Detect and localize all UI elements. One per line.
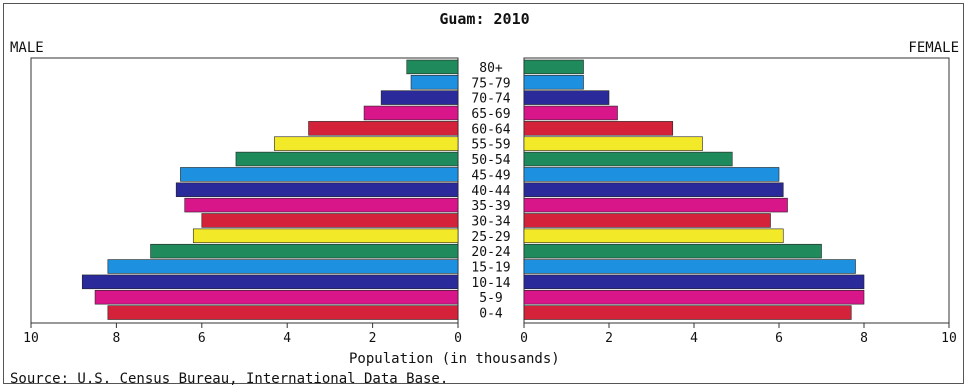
age-label-5-9: 5-9	[479, 291, 502, 306]
male-bar-15-19	[107, 259, 459, 274]
female-bar-50-54	[523, 151, 733, 167]
chart-title: Guam: 2010	[439, 10, 530, 28]
female-tick-label-6: 6	[775, 331, 783, 346]
male-bar-45-49	[180, 167, 459, 182]
x-axis-label: Population (in thousands)	[349, 351, 560, 367]
female-bar-5-9	[523, 289, 865, 305]
female-bar-45-49	[523, 167, 780, 182]
female-bar-80+	[523, 59, 584, 75]
age-label-80+: 80+	[479, 61, 503, 76]
age-label-25-29: 25-29	[471, 230, 510, 245]
female-bar-10-14	[523, 274, 865, 290]
female-bar-65-69	[523, 105, 618, 121]
age-label-65-69: 65-69	[471, 107, 510, 122]
female-bar-30-34	[523, 213, 771, 228]
female-bar-25-29	[523, 228, 784, 244]
female-bar-0-4	[523, 305, 852, 320]
female-bar-55-59	[523, 136, 703, 151]
female-bar-75-79	[523, 75, 584, 90]
male-label: MALE	[10, 40, 44, 56]
male-bar-5-9	[94, 289, 459, 305]
female-bar-70-74	[523, 90, 610, 105]
male-bar-80+	[406, 59, 459, 75]
male-bar-0-4	[107, 305, 459, 320]
female-tick-label-8: 8	[860, 331, 868, 346]
female-label: FEMALE	[908, 40, 959, 56]
male-tick-label-10: 10	[23, 331, 39, 346]
male-bar-70-74	[380, 90, 459, 105]
source-note: Source: U.S. Census Bureau, Internationa…	[10, 371, 449, 387]
age-label-70-74: 70-74	[471, 92, 510, 107]
age-label-40-44: 40-44	[471, 184, 510, 199]
male-tick-label-6: 6	[198, 331, 206, 346]
male-bar-25-29	[192, 228, 459, 244]
female-tick-label-10: 10	[941, 331, 957, 346]
male-tick-label-8: 8	[112, 331, 120, 346]
population-pyramid-plot: 80+75-7970-7465-6960-6455-5950-5445-4940…	[23, 57, 957, 346]
male-bar-60-64	[308, 121, 459, 136]
age-label-60-64: 60-64	[471, 122, 510, 137]
male-bar-50-54	[235, 151, 459, 167]
female-bar-40-44	[523, 182, 784, 197]
age-label-35-39: 35-39	[471, 199, 510, 214]
male-bar-55-59	[274, 136, 459, 151]
male-bar-75-79	[410, 75, 459, 90]
female-bar-20-24	[523, 243, 822, 259]
age-label-15-19: 15-19	[471, 261, 510, 276]
female-tick-label-2: 2	[605, 331, 613, 346]
female-tick-label-0: 0	[520, 331, 528, 346]
male-bar-40-44	[175, 182, 459, 197]
age-label-50-54: 50-54	[471, 153, 510, 168]
chart-frame: Guam: 2010 MALE FEMALE Population (in th…	[3, 3, 964, 387]
age-label-20-24: 20-24	[471, 245, 510, 260]
male-bar-20-24	[150, 243, 459, 259]
male-bar-10-14	[81, 274, 459, 290]
male-tick-label-0: 0	[454, 331, 462, 346]
female-bar-15-19	[523, 259, 856, 274]
age-label-30-34: 30-34	[471, 214, 510, 229]
female-bar-60-64	[523, 121, 674, 136]
age-label-10-14: 10-14	[471, 276, 510, 291]
male-bar-30-34	[201, 213, 459, 228]
male-tick-label-4: 4	[283, 331, 291, 346]
age-label-45-49: 45-49	[471, 168, 510, 183]
age-label-75-79: 75-79	[471, 76, 510, 91]
age-label-0-4: 0-4	[479, 307, 503, 322]
female-tick-label-4: 4	[690, 331, 698, 346]
age-label-55-59: 55-59	[471, 138, 510, 153]
male-bar-35-39	[184, 197, 459, 213]
male-tick-label-2: 2	[369, 331, 377, 346]
female-bar-35-39	[523, 197, 788, 213]
male-bar-65-69	[363, 105, 459, 121]
